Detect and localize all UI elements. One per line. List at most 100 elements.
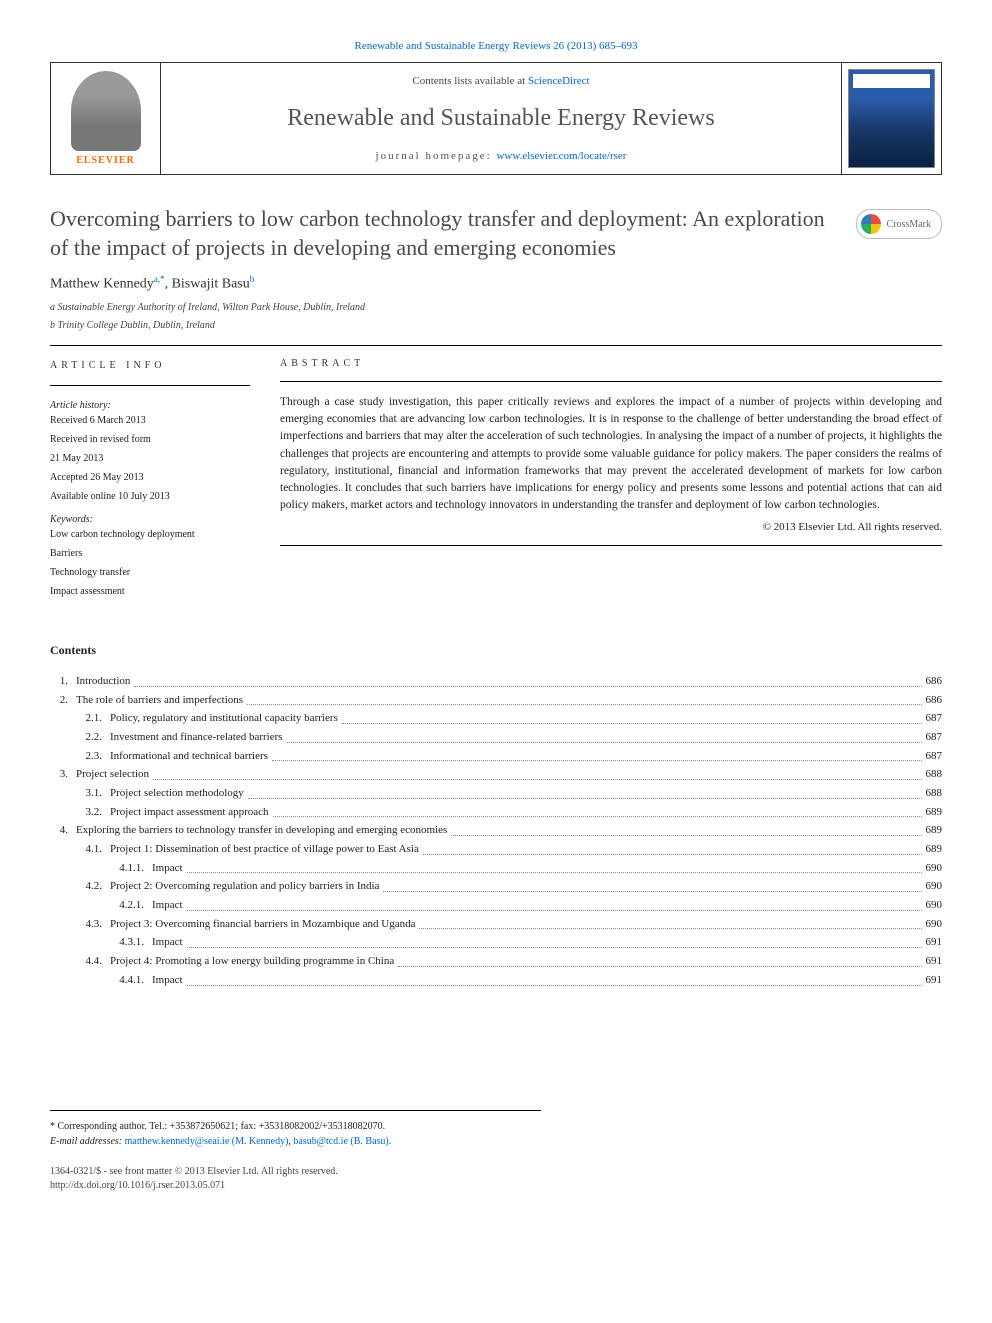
toc-row[interactable]: 4.1.Project 1: Dissemination of best pra… — [50, 840, 942, 859]
toc-row[interactable]: 2.3.Informational and technical barriers… — [50, 747, 942, 766]
toc-number: 3.2. — [76, 803, 110, 822]
toc-row[interactable]: 4.1.1.Impact690 — [50, 859, 942, 878]
toc-row[interactable]: 4.3.1.Impact691 — [50, 933, 942, 952]
toc-page: 687 — [926, 728, 943, 747]
divider — [280, 381, 942, 382]
publisher-name: ELSEVIER — [76, 155, 135, 166]
toc-row[interactable]: 2.1.Policy, regulatory and institutional… — [50, 709, 942, 728]
email-label: E-mail addresses: — [50, 1136, 122, 1147]
toc-dots — [153, 765, 921, 780]
toc-label: Informational and technical barriers — [110, 747, 268, 766]
toc-label: Project 4: Promoting a low energy buildi… — [110, 952, 394, 971]
doi-line[interactable]: http://dx.doi.org/10.1016/j.rser.2013.05… — [50, 1179, 942, 1193]
citation-header[interactable]: Renewable and Sustainable Energy Reviews… — [50, 40, 942, 52]
journal-homepage: journal homepage: www.elsevier.com/locat… — [171, 150, 831, 162]
article-title: Overcoming barriers to low carbon techno… — [50, 205, 836, 262]
journal-title: Renewable and Sustainable Energy Reviews — [171, 105, 831, 132]
toc-number: 4.1. — [76, 840, 110, 859]
toc-page: 686 — [926, 672, 943, 691]
sciencedirect-line: Contents lists available at ScienceDirec… — [171, 75, 831, 87]
author-2-sup: b — [250, 274, 255, 284]
toc-page: 688 — [926, 784, 943, 803]
toc-dots — [272, 747, 922, 762]
contents-label: Contents lists available at — [412, 75, 525, 87]
corresponding-author: * Corresponding author. Tel.: +353872650… — [50, 1119, 541, 1134]
toc-page: 688 — [926, 765, 943, 784]
toc-dots — [273, 803, 922, 818]
history-1: Received 6 March 2013 — [50, 413, 250, 428]
toc-number: 2.3. — [76, 747, 110, 766]
toc-dots — [419, 915, 921, 930]
toc-number: 4. — [50, 821, 76, 840]
toc-row[interactable]: 4.2.1.Impact690 — [50, 896, 942, 915]
toc-dots — [187, 859, 922, 874]
toc-row[interactable]: 3.1.Project selection methodology 688 — [50, 784, 942, 803]
affiliation-b: b Trinity College Dublin, Dublin, Irelan… — [50, 319, 942, 333]
homepage-label: journal homepage: — [376, 150, 492, 162]
toc-label: Impact — [152, 896, 183, 915]
email-line: E-mail addresses: matthew.kennedy@seai.i… — [50, 1134, 541, 1149]
author-1-sup: a,* — [154, 274, 165, 284]
journal-cover-icon — [848, 69, 935, 168]
toc-dots — [248, 784, 922, 799]
toc-number: 4.1.1. — [110, 859, 152, 878]
toc-number: 4.3.1. — [110, 933, 152, 952]
toc-label: Impact — [152, 933, 183, 952]
author-1[interactable]: Matthew Kennedy — [50, 277, 154, 292]
keyword-2: Barriers — [50, 546, 250, 561]
toc-label: The role of barriers and imperfections — [76, 691, 243, 710]
toc-page: 689 — [926, 840, 943, 859]
keyword-1: Low carbon technology deployment — [50, 527, 250, 542]
toc-row[interactable]: 3.2.Project impact assessment approach68… — [50, 803, 942, 822]
toc-number: 4.2. — [76, 877, 110, 896]
toc-page: 687 — [926, 709, 943, 728]
toc-label: Project 1: Dissemination of best practic… — [110, 840, 419, 859]
toc-number: 2.2. — [76, 728, 110, 747]
email-1[interactable]: matthew.kennedy@seai.ie (M. Kennedy) — [125, 1136, 289, 1147]
toc-row[interactable]: 4.4.1.Impact691 — [50, 971, 942, 990]
article-info-column: ARTICLE INFO Article history: Received 6… — [50, 358, 250, 603]
email-2[interactable]: basub@tcd.ie (B. Basu). — [293, 1136, 391, 1147]
toc-row[interactable]: 4.Exploring the barriers to technology t… — [50, 821, 942, 840]
toc-label: Introduction — [76, 672, 130, 691]
abstract-column: ABSTRACT Through a case study investigat… — [280, 358, 942, 603]
toc-row[interactable]: 3.Project selection688 — [50, 765, 942, 784]
issn-line: 1364-0321/$ - see front matter © 2013 El… — [50, 1165, 942, 1179]
keyword-3: Technology transfer — [50, 565, 250, 580]
author-2[interactable]: Biswajit Basu — [172, 277, 250, 292]
toc-dots — [423, 840, 922, 855]
toc-row[interactable]: 1.Introduction 686 — [50, 672, 942, 691]
toc-label: Impact — [152, 859, 183, 878]
toc-label: Project selection methodology — [110, 784, 244, 803]
abstract-heading: ABSTRACT — [280, 358, 942, 369]
toc-row[interactable]: 2.2.Investment and finance-related barri… — [50, 728, 942, 747]
toc-number: 1. — [50, 672, 76, 691]
toc-number: 3.1. — [76, 784, 110, 803]
footer-meta: 1364-0321/$ - see front matter © 2013 El… — [50, 1165, 942, 1193]
toc-number: 4.4.1. — [110, 971, 152, 990]
toc-row[interactable]: 4.4.Project 4: Promoting a low energy bu… — [50, 952, 942, 971]
publisher-logo-box: ELSEVIER — [51, 63, 161, 174]
toc-dots — [134, 672, 921, 687]
homepage-link[interactable]: www.elsevier.com/locate/rser — [496, 150, 626, 162]
toc-row[interactable]: 4.3.Project 3: Overcoming financial barr… — [50, 915, 942, 934]
footnotes: * Corresponding author. Tel.: +353872650… — [50, 1110, 541, 1149]
crossmark-label: CrossMark — [887, 219, 931, 230]
elsevier-tree-icon — [71, 71, 141, 151]
sciencedirect-link[interactable]: ScienceDirect — [528, 75, 590, 87]
authors-line: Matthew Kennedya,*, Biswajit Basub — [50, 274, 942, 293]
history-3: 21 May 2013 — [50, 451, 250, 466]
contents-section: Contents 1.Introduction6862.The role of … — [50, 643, 942, 990]
toc-row[interactable]: 4.2.Project 2: Overcoming regulation and… — [50, 877, 942, 896]
journal-header: ELSEVIER Contents lists available at Sci… — [50, 62, 942, 175]
toc-page: 691 — [926, 971, 943, 990]
abstract-text: Through a case study investigation, this… — [280, 394, 942, 515]
toc-row[interactable]: 2.The role of barriers and imperfections… — [50, 691, 942, 710]
history-4: Accepted 26 May 2013 — [50, 470, 250, 485]
cover-box — [841, 63, 941, 174]
history-2: Received in revised form — [50, 432, 250, 447]
crossmark-badge[interactable]: CrossMark — [856, 209, 942, 239]
toc-number: 2.1. — [76, 709, 110, 728]
keyword-4: Impact assessment — [50, 584, 250, 599]
toc-dots — [187, 933, 922, 948]
